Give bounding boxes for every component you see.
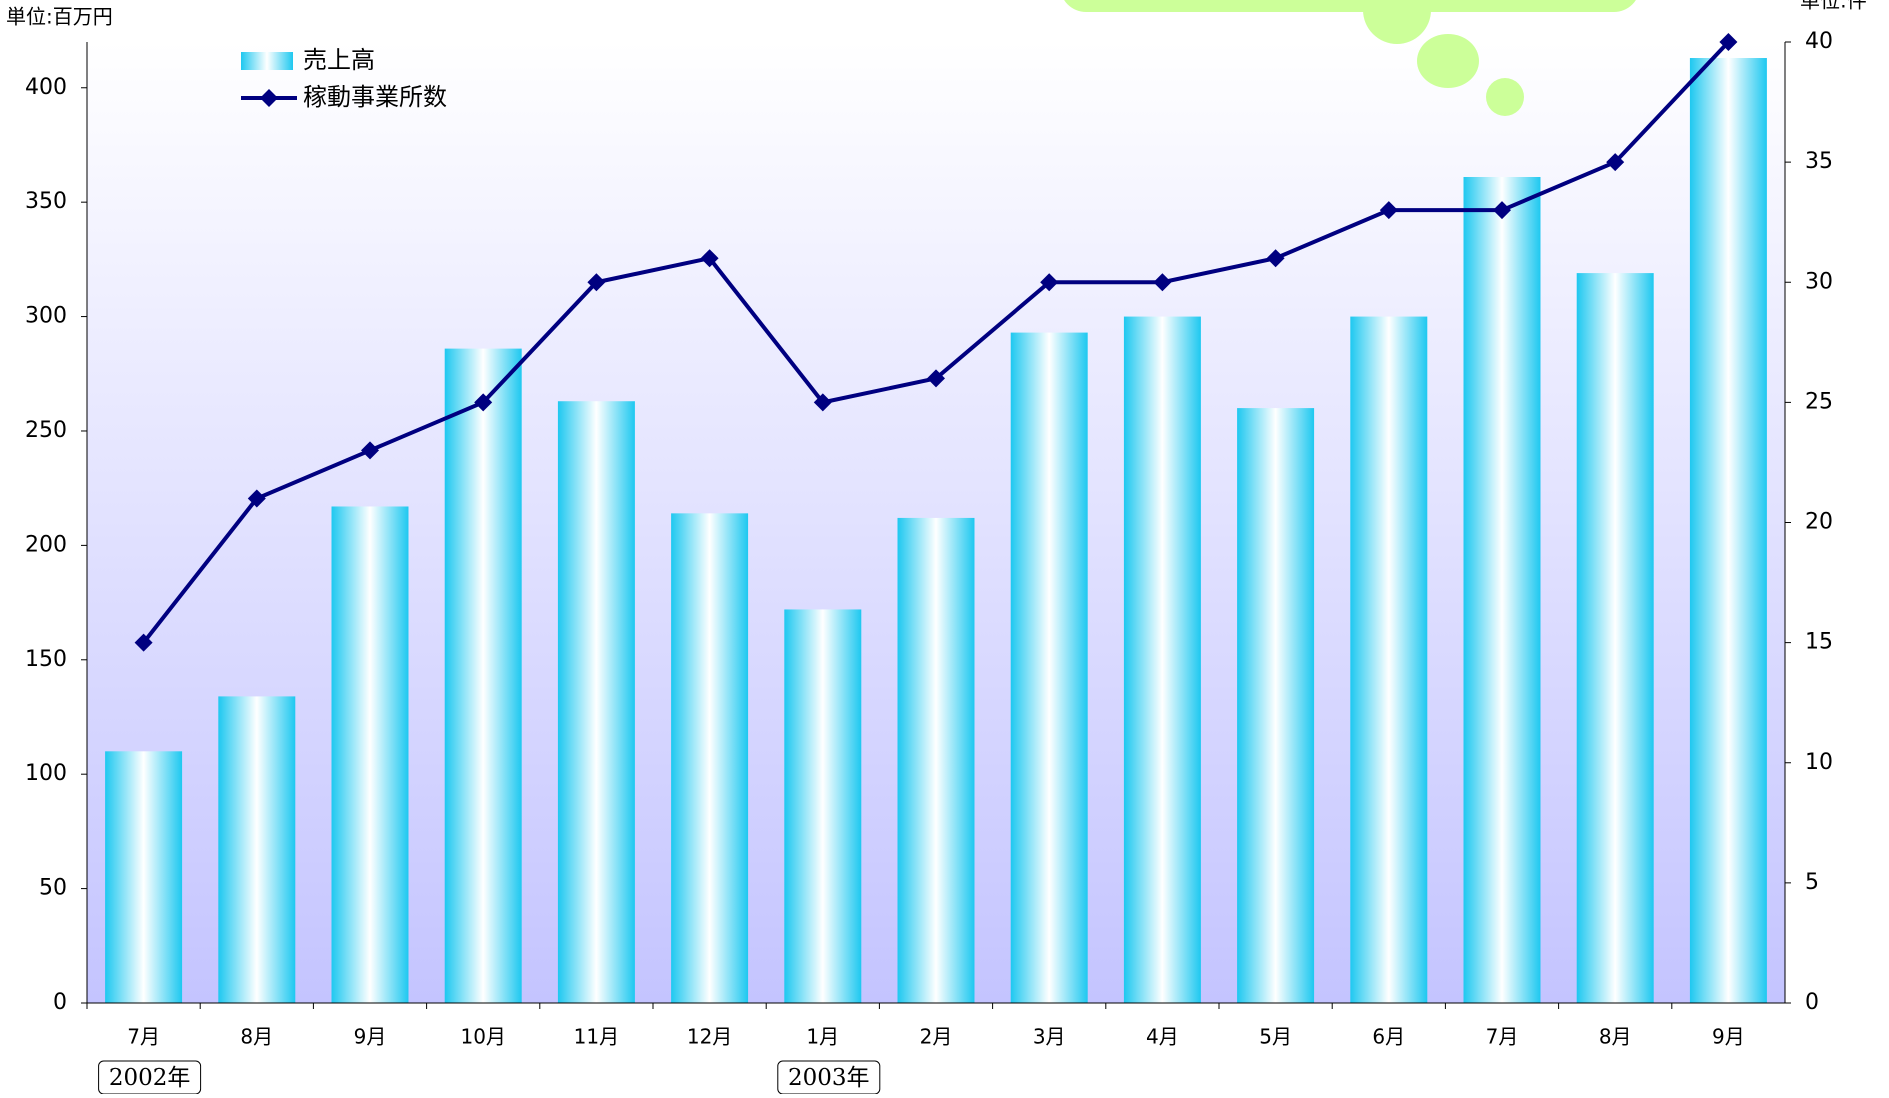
y2-tick-label: 25 [1805, 389, 1833, 414]
y2-axis-unit: 単位:件 [1800, 0, 1867, 13]
y-axis-unit: 単位:百万円 [6, 5, 113, 29]
x-tick-label: 10月 [460, 1025, 505, 1049]
bar [671, 513, 749, 1003]
y-tick-label: 400 [25, 75, 67, 100]
marker [1719, 33, 1738, 51]
marker [134, 633, 153, 652]
legend-label: 売上高 [303, 46, 375, 74]
marker [1153, 273, 1172, 292]
year-label: 2002年 [109, 1065, 191, 1091]
bar [897, 517, 975, 1003]
marker [474, 393, 493, 412]
bar [1123, 316, 1201, 1004]
marker [247, 489, 266, 508]
marker [813, 393, 832, 412]
marker [700, 249, 719, 268]
bar [218, 696, 296, 1003]
legend-marker [260, 89, 278, 107]
x-tick-label: 8月 [1599, 1025, 1632, 1049]
marker [1266, 249, 1285, 268]
y2-tick-label: 40 [1805, 29, 1833, 54]
bar [331, 506, 409, 1003]
y2-tick-label: 35 [1805, 149, 1833, 174]
x-tick-label: 2月 [920, 1025, 953, 1049]
marker [927, 369, 945, 388]
bar [784, 609, 862, 1003]
y-tick-label: 200 [25, 532, 67, 557]
y2-tick-label: 20 [1805, 510, 1833, 535]
bar [1350, 316, 1428, 1004]
x-tick-label: 4月 [1146, 1025, 1179, 1049]
bar [557, 401, 635, 1003]
x-tick-label: 1月 [806, 1025, 839, 1049]
x-tick-label: 9月 [1712, 1025, 1745, 1049]
legend-label: 稼動事業所数 [303, 83, 447, 111]
x-tick-label: 8月 [240, 1025, 273, 1049]
bar [1463, 176, 1541, 1003]
x-tick-label: 3月 [1033, 1025, 1066, 1049]
y2-tick-label: 0 [1805, 990, 1819, 1015]
y2-tick-label: 5 [1805, 870, 1819, 895]
marker [1379, 201, 1398, 220]
legend-swatch [241, 52, 293, 70]
x-tick-label: 7月 [1486, 1025, 1519, 1049]
marker [1040, 273, 1059, 292]
bar [444, 348, 522, 1004]
x-tick-label: 12月 [687, 1025, 732, 1049]
y-tick-label: 0 [53, 990, 67, 1015]
y-tick-label: 300 [25, 304, 67, 329]
y2-tick-label: 10 [1805, 750, 1833, 775]
x-tick-label: 9月 [354, 1025, 387, 1049]
y-tick-label: 100 [25, 761, 67, 786]
y-tick-label: 350 [25, 189, 67, 214]
x-tick-label: 5月 [1259, 1025, 1292, 1049]
year-label: 2003年 [788, 1065, 870, 1091]
x-tick-label: 6月 [1372, 1025, 1405, 1049]
bar [1010, 332, 1088, 1003]
x-tick-label: 7月 [127, 1025, 160, 1049]
y-tick-label: 150 [25, 647, 67, 672]
bar [1689, 58, 1767, 1004]
y-tick-label: 250 [25, 418, 67, 443]
bar [1237, 408, 1315, 1004]
marker [1606, 153, 1625, 172]
bar [1576, 273, 1654, 1003]
y-tick-label: 50 [39, 876, 67, 901]
y2-tick-label: 30 [1805, 269, 1833, 294]
bar [105, 751, 183, 1003]
x-tick-label: 11月 [574, 1025, 619, 1049]
cloud-callout [1064, 0, 1636, 116]
marker [1493, 201, 1511, 220]
marker [361, 441, 379, 460]
y2-tick-label: 15 [1805, 630, 1833, 655]
marker [587, 273, 606, 292]
